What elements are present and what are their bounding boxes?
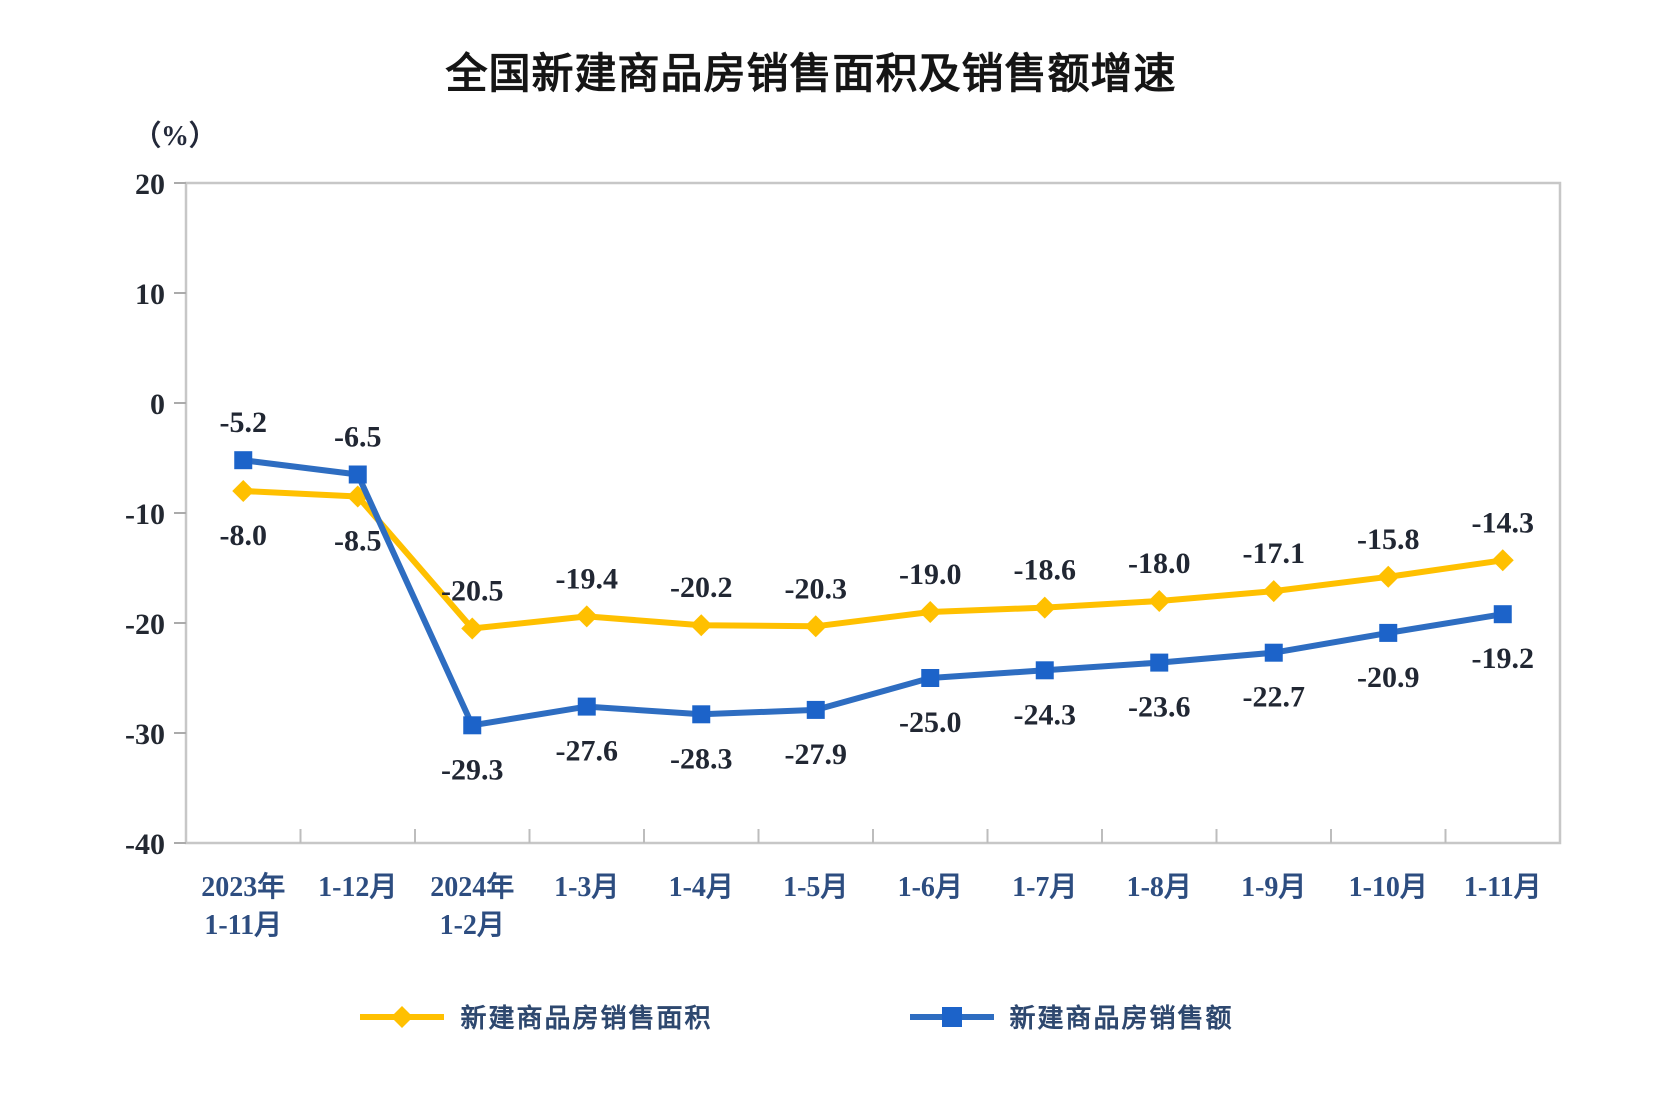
data-point-marker xyxy=(1493,605,1512,624)
data-point-marker xyxy=(804,615,827,638)
x-axis-label: 1-10月 xyxy=(1349,872,1428,903)
data-point-marker xyxy=(577,697,596,716)
data-point-marker xyxy=(919,601,942,623)
data-label: -20.9 xyxy=(1357,661,1420,694)
x-axis-label: 1-5月 xyxy=(783,872,848,903)
x-axis-label: 2024年 xyxy=(430,870,514,903)
x-axis-label: 1-9月 xyxy=(1241,872,1306,903)
y-axis-tick-label: -30 xyxy=(125,718,165,751)
data-point-marker xyxy=(1491,549,1514,572)
data-point-marker xyxy=(463,716,482,735)
data-label: -8.0 xyxy=(220,519,268,552)
data-label: -27.9 xyxy=(785,738,848,771)
data-label: -27.6 xyxy=(556,735,619,768)
x-axis-label: 1-8月 xyxy=(1127,872,1192,903)
legend-label-sales-amount: 新建商品房销售额 xyxy=(1009,1004,1234,1033)
data-point-marker xyxy=(1379,623,1398,642)
data-point-marker xyxy=(1148,590,1171,612)
data-label: -25.0 xyxy=(899,706,962,739)
data-label: -17.1 xyxy=(1243,537,1306,570)
data-label: -19.2 xyxy=(1472,642,1535,675)
y-axis-tick-label: -10 xyxy=(125,498,165,531)
data-label: -14.3 xyxy=(1472,506,1535,539)
x-axis-label: 1-4月 xyxy=(669,872,734,903)
data-point-marker xyxy=(921,669,940,687)
data-point-marker xyxy=(1150,653,1169,672)
x-axis-label: 1-6月 xyxy=(898,872,963,903)
series-line-sales-amount xyxy=(240,457,1506,729)
data-point-marker xyxy=(461,617,484,640)
x-axis-label: 1-7月 xyxy=(1012,872,1077,903)
data-label: -18.6 xyxy=(1014,554,1077,587)
x-axis-label: 1-2月 xyxy=(440,910,505,941)
x-axis-label: 1-11月 xyxy=(1464,872,1542,903)
data-label: -19.4 xyxy=(556,562,619,595)
x-axis-label: 1-3月 xyxy=(554,872,619,903)
data-label: -24.3 xyxy=(1014,698,1077,731)
data-label: -19.0 xyxy=(899,558,962,591)
x-axis-label: 1-11月 xyxy=(204,910,282,941)
legend-label-sales-area: 新建商品房销售面积 xyxy=(460,1004,713,1033)
data-point-marker xyxy=(232,480,255,502)
chart-legend: 新建商品房销售面积 新建商品房销售额 xyxy=(0,998,1592,1035)
x-axis-label: 2023年 xyxy=(201,870,285,903)
data-point-marker xyxy=(692,705,711,724)
y-axis-tick-label: 10 xyxy=(135,278,165,311)
legend-item-sales-area: 新建商品房销售面积 xyxy=(358,998,712,1035)
data-label: -15.8 xyxy=(1357,523,1420,556)
y-axis-tick-label: 0 xyxy=(150,388,165,421)
data-point-marker xyxy=(348,465,367,484)
data-label: -18.0 xyxy=(1128,547,1191,580)
data-label: -8.5 xyxy=(334,525,382,558)
sales-area-line-diamond-icon xyxy=(360,1005,445,1028)
data-label: -22.7 xyxy=(1243,681,1306,714)
data-point-marker xyxy=(1377,565,1400,588)
legend-item-sales-amount: 新建商品房销售额 xyxy=(908,998,1234,1035)
plot-border xyxy=(184,181,1562,845)
data-label: -29.3 xyxy=(441,753,504,786)
y-axis-tick-label: -40 xyxy=(125,828,165,861)
data-point-marker xyxy=(234,451,253,470)
x-axis-label: 1-12月 xyxy=(318,872,397,903)
y-axis-tick-label: 20 xyxy=(135,168,165,201)
y-axis-tick-label: -20 xyxy=(125,608,165,641)
data-point-marker xyxy=(575,605,598,628)
y-axis-unit-label: （%） xyxy=(133,121,218,152)
series-line-sales-area xyxy=(240,488,1506,632)
data-label: -20.5 xyxy=(441,575,504,608)
sales-amount-line-square-icon xyxy=(909,1006,994,1027)
data-label: -20.2 xyxy=(670,571,733,604)
data-label: -28.3 xyxy=(670,742,733,775)
data-point-marker xyxy=(1033,596,1056,619)
data-label: -6.5 xyxy=(334,421,382,454)
chart-title: 全国新建商品房销售面积及销售额增速 xyxy=(445,50,1177,97)
data-point-marker xyxy=(690,614,713,637)
data-point-marker xyxy=(1035,661,1054,680)
data-label: -23.6 xyxy=(1128,691,1191,724)
data-label: -5.2 xyxy=(220,406,268,439)
data-label: -20.3 xyxy=(785,572,848,605)
data-point-marker xyxy=(1264,643,1283,662)
data-point-marker xyxy=(1262,580,1285,603)
data-point-marker xyxy=(806,700,825,719)
